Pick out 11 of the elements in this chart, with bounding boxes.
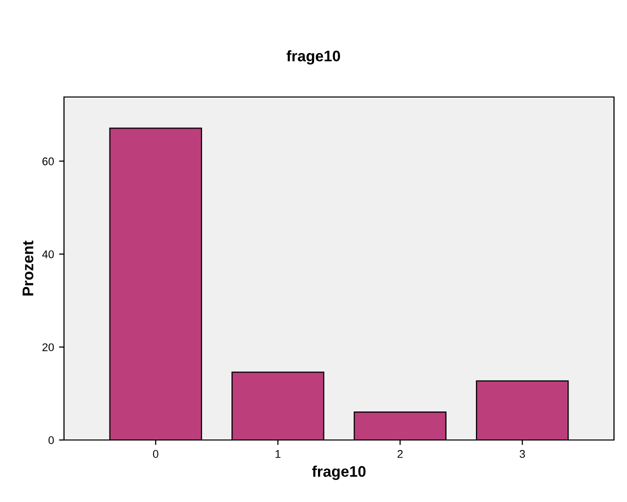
- y-axis-title: Prozent: [22, 240, 34, 296]
- y-tick-label: 0: [48, 436, 54, 444]
- y-tick-label: 20: [42, 343, 54, 352]
- y-tick-label: 60: [42, 157, 54, 166]
- x-tick-label: 0: [153, 450, 158, 458]
- x-tick-label: 3: [520, 450, 525, 458]
- x-axis-title: frage10: [312, 466, 366, 480]
- y-tick-label: 40: [42, 250, 54, 258]
- x-tick-label: 2: [398, 450, 403, 458]
- x-tick-label: 1: [276, 450, 280, 458]
- chart-title: frage10: [286, 50, 340, 65]
